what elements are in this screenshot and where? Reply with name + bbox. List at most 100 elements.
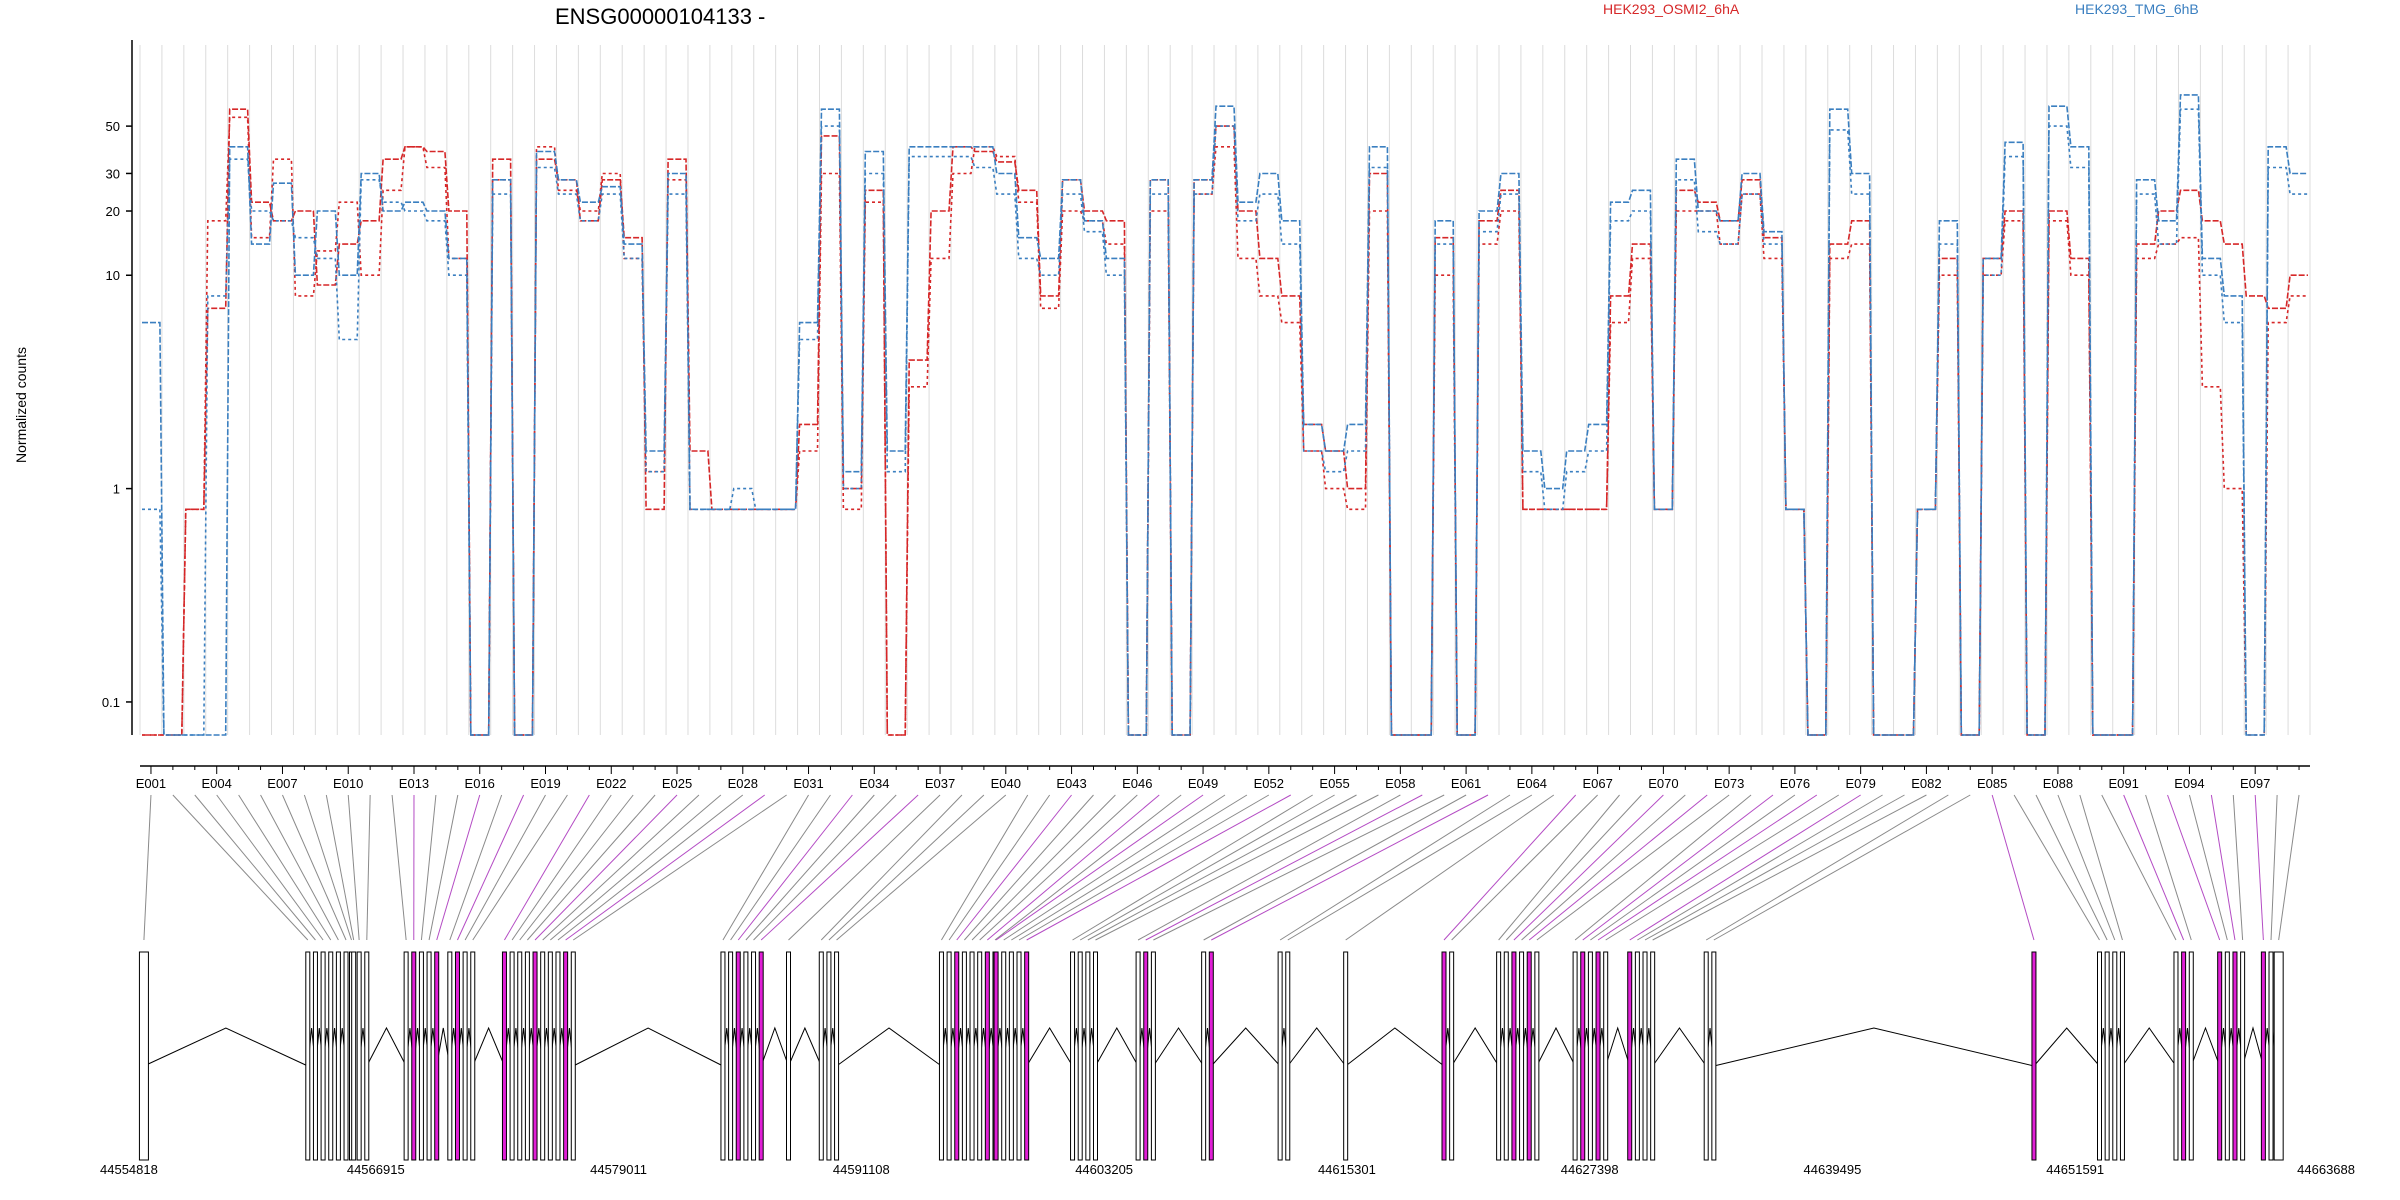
exon-box (2173, 951, 2179, 1161)
exon-box (1534, 951, 1540, 1161)
exon-connector (1644, 794, 1905, 941)
exon-connector (1536, 794, 1730, 941)
exon-connector (948, 794, 1051, 941)
exon-gridlines (139, 45, 2311, 735)
exon-connector (753, 794, 897, 941)
exon-box (786, 951, 791, 1161)
coordinate-label: 44615301 (1318, 1162, 1376, 1177)
exon-box (1511, 951, 1517, 1161)
exon-connector (828, 794, 985, 941)
exon-box (1580, 951, 1586, 1161)
exon-tick-label: E037 (925, 776, 955, 791)
y-axis: 0.1 1 10 20 30 50 (102, 40, 133, 735)
exon-box (1587, 951, 1593, 1161)
exon-box (818, 951, 824, 1161)
exon-tick-label: E013 (399, 776, 429, 791)
intron (1345, 1027, 1445, 1067)
coordinate-label: 44627398 (1561, 1162, 1619, 1177)
exon-connector (1443, 794, 1577, 941)
exon-connector (1513, 794, 1664, 941)
exon-connectors (143, 794, 2300, 941)
exon-connector (1505, 794, 1642, 941)
exon-box (305, 951, 311, 1161)
exon-connector (2123, 794, 2185, 941)
exon-connector (1590, 794, 1796, 941)
exon-connector (565, 794, 765, 941)
exon-box (343, 951, 349, 1161)
exon-connector (511, 794, 612, 941)
exon-connector (941, 794, 1029, 941)
exon-box (501, 951, 507, 1161)
coordinate-label: 44591108 (833, 1162, 890, 1177)
series-lines (142, 94, 2308, 736)
exon-connector (964, 794, 1094, 941)
exon-connector (760, 794, 919, 941)
exon-box (454, 951, 460, 1161)
intron (366, 1026, 407, 1067)
intron (2242, 1026, 2264, 1067)
exon-tick-label: E028 (728, 776, 758, 791)
exon-connector (722, 794, 809, 941)
intron (1451, 1027, 1500, 1067)
exon-box (312, 951, 318, 1161)
exon-box (2181, 951, 2187, 1161)
exon-box (1627, 951, 1633, 1161)
exon-connector (2079, 794, 2123, 941)
coordinate-labels: 44554818 44566915 44579011 44591108 44603205… (100, 1162, 2355, 1177)
exon-connector (1597, 794, 1818, 941)
exon-box (728, 951, 734, 1161)
y-tick-label: 30 (106, 166, 120, 181)
exon-box (758, 951, 764, 1161)
exon-connector (436, 794, 481, 941)
exon-box (1572, 951, 1578, 1161)
exon-connector (1629, 794, 1861, 941)
coordinate-label: 44651591 (2046, 1162, 2104, 1177)
exon-box (2260, 951, 2266, 1161)
exon-connector (2035, 794, 2108, 941)
exon-connector (143, 794, 152, 941)
exon-box (1449, 951, 1455, 1161)
exon-connector (194, 794, 316, 941)
intron (1652, 1027, 1707, 1067)
exon-box (335, 951, 341, 1161)
exon-connector (2254, 794, 2264, 941)
exon-box (2240, 951, 2246, 1161)
exon-box (351, 951, 357, 1161)
exon-connector (534, 794, 678, 941)
exon-connector (1991, 794, 2035, 941)
exon-tick-label: E001 (136, 776, 166, 791)
exon-box (138, 951, 149, 1161)
exon-connector (1287, 794, 1533, 941)
exon-box (984, 951, 990, 1161)
legend-entry-1: HEK293_TMG_6hB (2075, 1, 2199, 17)
y-tick-label: 0.1 (102, 695, 120, 710)
exon-box (470, 951, 476, 1161)
exon-tick-label: E076 (1780, 776, 1810, 791)
exon-box (1077, 951, 1083, 1161)
exon-connector (2057, 794, 2116, 941)
exon-box (1008, 951, 1014, 1161)
intron (1287, 1027, 1347, 1067)
exon-box (1642, 951, 1648, 1161)
exon-connector (788, 794, 941, 941)
intron (1026, 1027, 1073, 1067)
exon-tick-label: E049 (1188, 776, 1218, 791)
exon-box (977, 951, 983, 1161)
exon-connector (527, 794, 656, 941)
exon-box (1150, 951, 1156, 1161)
exon-box (1603, 951, 1609, 1161)
exon-box (834, 951, 840, 1161)
exon-connector (1003, 794, 1226, 941)
exon-connector (1137, 794, 1401, 941)
exon-connector (994, 794, 1182, 941)
exon-tick-label: E082 (1911, 776, 1941, 791)
exon-box (1595, 951, 1601, 1161)
exon-connector (557, 794, 744, 941)
exon-connector (979, 794, 1138, 941)
coordinate-label: 44663688 (2297, 1162, 2355, 1177)
exon-box (1070, 951, 1076, 1161)
exon-box (1496, 951, 1502, 1161)
series-line-0 (142, 108, 2308, 736)
exon-box (1092, 951, 1098, 1161)
exon-connector (550, 794, 722, 941)
